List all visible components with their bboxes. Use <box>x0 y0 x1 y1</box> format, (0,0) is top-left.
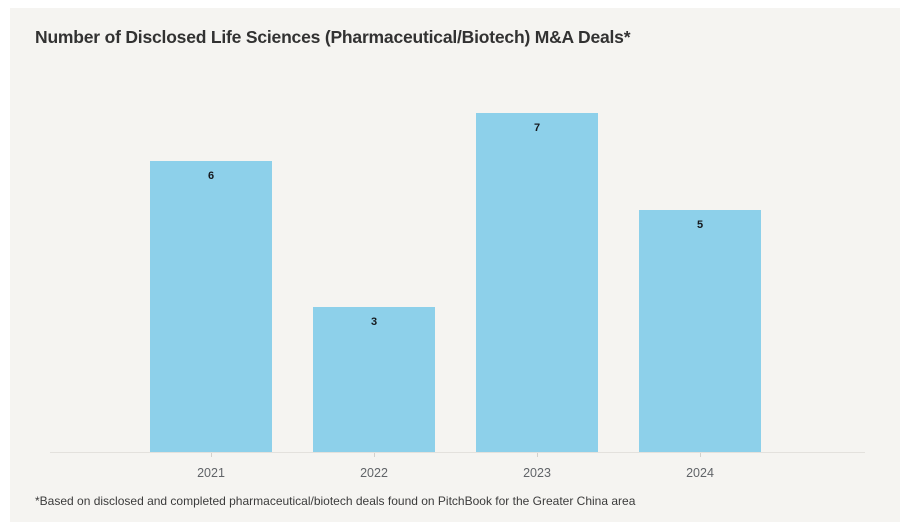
chart-title: Number of Disclosed Life Sciences (Pharm… <box>35 27 631 47</box>
x-axis-tick-2022 <box>374 453 375 457</box>
x-axis-tick-2023 <box>537 453 538 457</box>
bar-2024: 5 <box>639 210 761 452</box>
x-axis-tick-2024 <box>700 453 701 457</box>
x-axis-line <box>50 452 865 453</box>
x-axis-label-2023: 2023 <box>523 466 551 480</box>
x-axis-label-2024: 2024 <box>686 466 714 480</box>
chart-footnote: *Based on disclosed and completed pharma… <box>35 494 636 508</box>
bar-2021: 6 <box>150 161 272 452</box>
x-axis-tick-2021 <box>211 453 212 457</box>
x-axis-label-2021: 2021 <box>197 466 225 480</box>
bar-value-label-2023: 7 <box>533 122 541 134</box>
bar-2023: 7 <box>476 113 598 452</box>
bar-chart-plot-area: 6 2021 3 2022 7 2023 5 2024 <box>10 8 900 522</box>
bar-2022: 3 <box>313 307 435 452</box>
bar-value-label-2024: 5 <box>696 219 704 231</box>
x-axis-label-2022: 2022 <box>360 466 388 480</box>
bar-value-label-2022: 3 <box>370 316 378 328</box>
chart-card: Number of Disclosed Life Sciences (Pharm… <box>10 8 900 522</box>
bar-value-label-2021: 6 <box>207 170 215 182</box>
